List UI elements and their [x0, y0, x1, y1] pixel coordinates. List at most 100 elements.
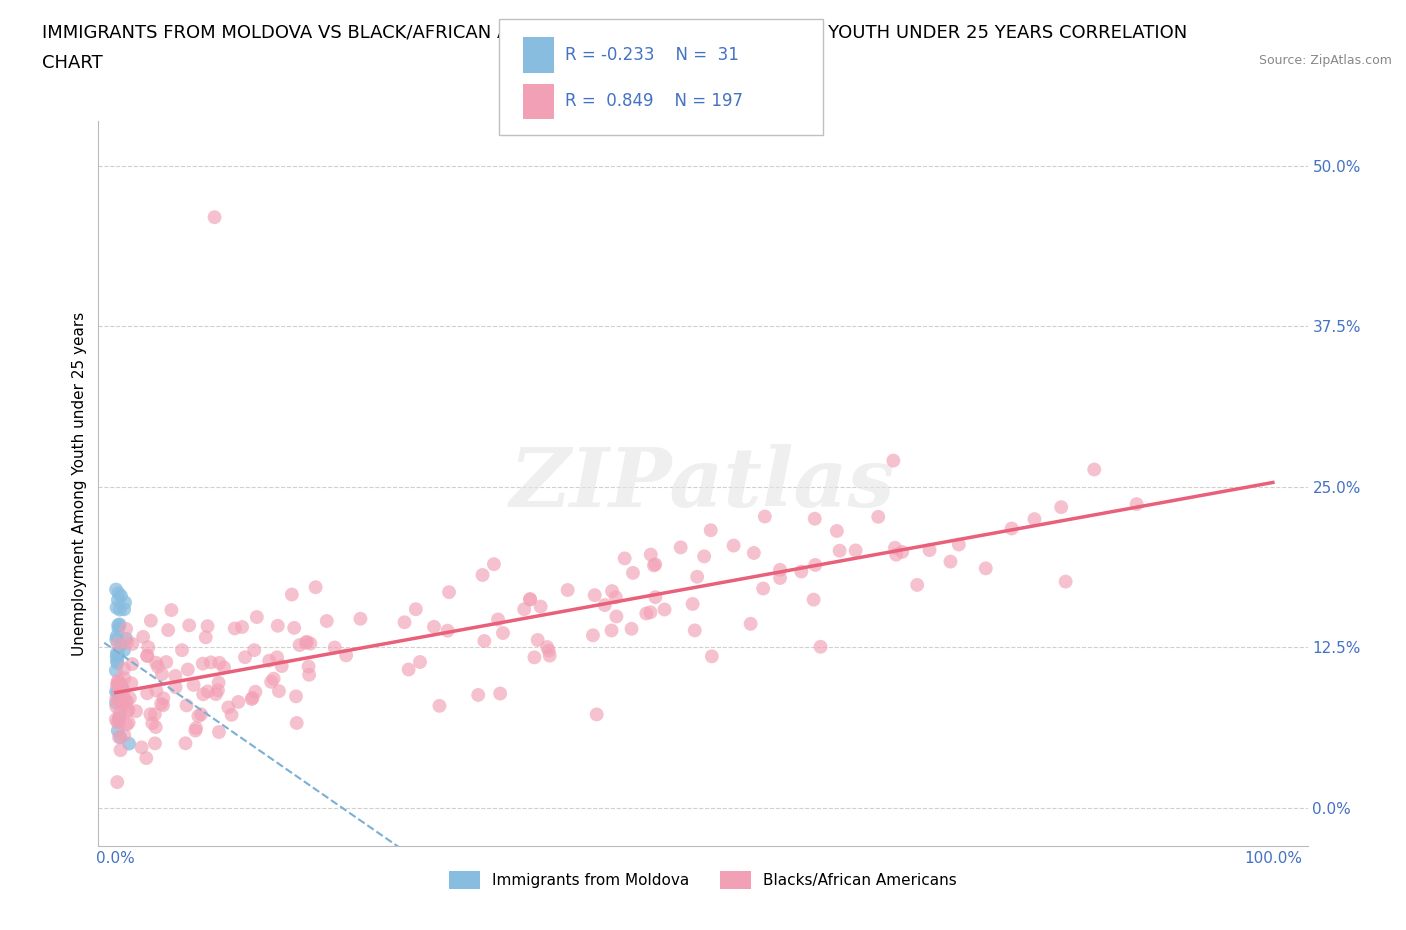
Point — [723, 538, 745, 553]
Point — [700, 649, 723, 664]
Point — [242, 690, 264, 705]
Point — [105, 684, 128, 699]
Point — [174, 736, 197, 751]
Point — [295, 635, 318, 650]
Point — [884, 540, 907, 555]
Point — [120, 676, 142, 691]
Point — [191, 657, 214, 671]
Point — [200, 655, 222, 670]
Point — [526, 632, 548, 647]
Point — [233, 650, 256, 665]
Point — [105, 600, 128, 615]
Point — [585, 707, 607, 722]
Point — [143, 707, 166, 722]
Point — [105, 691, 128, 706]
Point — [197, 618, 219, 633]
Point — [108, 706, 131, 721]
Text: Source: ZipAtlas.com: Source: ZipAtlas.com — [1258, 54, 1392, 67]
Point — [482, 557, 505, 572]
Point — [114, 595, 136, 610]
Point — [754, 509, 776, 524]
Point — [146, 659, 169, 674]
Point — [105, 629, 128, 644]
Point — [640, 547, 662, 562]
Point — [257, 653, 280, 668]
Point — [519, 592, 541, 607]
Point — [136, 640, 159, 655]
Point — [349, 611, 371, 626]
Point — [636, 606, 658, 621]
Point — [112, 643, 135, 658]
Point — [107, 684, 129, 699]
Point — [882, 453, 904, 468]
Point — [112, 728, 135, 743]
Point — [105, 677, 128, 692]
Point — [176, 698, 198, 712]
Point — [107, 680, 129, 695]
Point — [654, 602, 676, 617]
Point — [136, 648, 159, 663]
Point — [170, 643, 193, 658]
Point — [297, 659, 319, 674]
Point — [557, 582, 579, 597]
Point — [467, 687, 489, 702]
Text: R = -0.233    N =  31: R = -0.233 N = 31 — [565, 46, 740, 64]
Point — [110, 743, 132, 758]
Point — [107, 621, 129, 636]
Point — [974, 561, 997, 576]
Point — [620, 621, 643, 636]
Point — [423, 619, 446, 634]
Point — [105, 645, 128, 660]
Point — [145, 656, 167, 671]
Point — [108, 711, 131, 725]
Point — [699, 523, 721, 538]
Point — [108, 617, 131, 631]
Point — [1083, 462, 1105, 477]
Point — [582, 628, 605, 643]
Point — [240, 692, 263, 707]
Point — [110, 678, 132, 693]
Point — [107, 694, 129, 709]
Point — [803, 592, 825, 607]
Point — [205, 686, 228, 701]
Point — [157, 623, 180, 638]
Point — [538, 648, 561, 663]
Point — [281, 587, 304, 602]
Point — [132, 630, 155, 644]
Text: ZIPatlas: ZIPatlas — [510, 444, 896, 524]
Point — [110, 589, 132, 604]
Point — [868, 510, 890, 525]
Point — [107, 586, 129, 601]
Point — [105, 582, 128, 597]
Point — [165, 669, 187, 684]
Point — [118, 737, 141, 751]
Point — [141, 716, 163, 731]
Point — [270, 658, 292, 673]
Point — [644, 590, 666, 604]
Point — [285, 715, 308, 730]
Point — [184, 724, 207, 738]
Point — [105, 775, 128, 790]
Point — [150, 697, 173, 711]
Point — [600, 584, 623, 599]
Point — [107, 714, 129, 729]
Point — [121, 636, 143, 651]
Point — [115, 621, 138, 636]
Point — [207, 675, 229, 690]
Point — [136, 648, 159, 663]
Point — [204, 210, 226, 225]
Point — [139, 707, 162, 722]
Point — [523, 650, 546, 665]
Text: CHART: CHART — [42, 54, 103, 72]
Point — [125, 704, 148, 719]
Point — [742, 546, 765, 561]
Point — [197, 684, 219, 698]
Point — [436, 623, 458, 638]
Point — [769, 571, 792, 586]
Point — [266, 650, 288, 665]
Point — [104, 663, 127, 678]
Point — [530, 599, 553, 614]
Point — [118, 691, 141, 706]
Point — [135, 751, 157, 765]
Point — [212, 660, 235, 675]
